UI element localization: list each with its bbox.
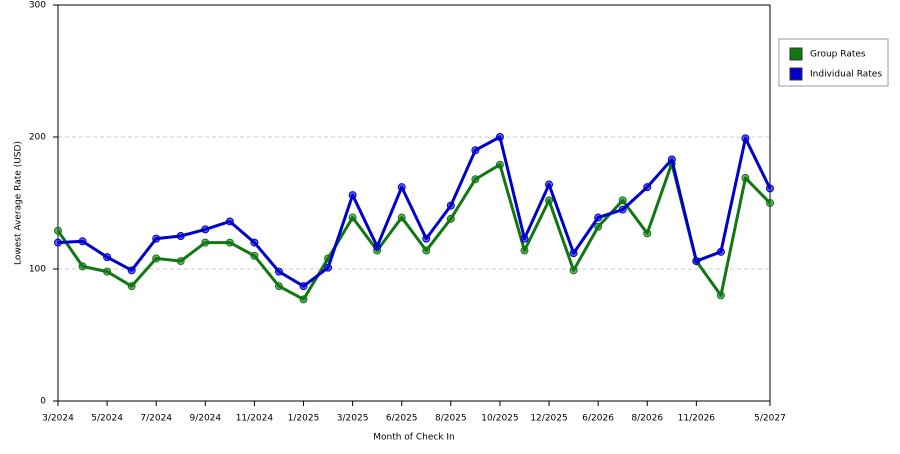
x-axis-label: Month of Check In [373,433,455,443]
point [348,191,357,200]
point [545,196,554,205]
point [397,213,406,222]
x-tick-label: 11/2026 [678,414,716,424]
point [545,180,554,189]
point [422,234,431,243]
point [594,222,603,231]
point [225,217,234,226]
point [495,160,504,169]
point [643,229,652,238]
x-tick-label: 3/2025 [337,414,369,424]
x-tick-label: 11/2024 [236,414,274,424]
point [569,249,578,258]
point [78,262,87,271]
point [78,237,87,246]
point [201,238,210,247]
plot-frame [57,4,771,402]
point [54,238,62,247]
point [692,257,701,266]
point [569,266,578,275]
point [225,238,234,247]
legend-swatch [789,47,803,61]
point [176,257,185,266]
point [766,199,774,207]
point [520,246,529,255]
point [127,282,136,291]
point [618,196,627,205]
x-tick-label: 5/2027 [754,414,786,424]
x-tick-label: 8/2025 [435,414,467,424]
point [495,133,504,141]
point [594,213,603,222]
point [422,246,431,255]
point [103,267,112,276]
legend-swatch [789,67,803,81]
x-tick-label: 12/2025 [530,414,567,424]
x-tick-label: 9/2024 [189,414,221,424]
point [274,282,283,291]
point [667,155,676,164]
point [324,263,333,272]
point [299,295,308,304]
y-axis-label: Lowest Average Rate (USD) [14,141,24,265]
point [446,214,455,223]
legend-label: Individual Rates [810,70,882,80]
x-tick-label: 1/2025 [288,414,320,424]
y-tick-label: 100 [29,265,46,275]
x-tick-label: 6/2026 [582,414,614,424]
x-tick-label: 10/2025 [481,414,518,424]
series-line [56,161,772,301]
point [766,184,774,193]
y-tick-label: 300 [29,1,46,11]
point [471,175,480,184]
point [127,266,136,275]
x-tick-label: 8/2026 [631,414,663,424]
point [152,234,161,243]
point [397,183,406,192]
point [373,242,382,251]
point [201,225,210,234]
point [741,134,750,143]
point [716,247,725,256]
point [250,251,259,260]
point [103,253,112,262]
point [471,146,480,155]
point [274,267,283,276]
point [152,254,161,263]
point [250,238,259,247]
point [618,205,627,214]
x-tick-label: 7/2024 [140,414,172,424]
point [741,173,750,182]
point [54,226,62,235]
point [299,282,308,291]
point [520,234,529,243]
x-tick-label: 5/2024 [91,414,123,424]
point [176,232,185,240]
y-tick-label: 0 [40,397,46,407]
point [643,183,652,192]
x-tick-label: 6/2025 [386,414,418,424]
x-tick-label: 3/2024 [42,414,74,424]
y-tick-label: 200 [29,133,46,143]
series-line [57,135,772,288]
point [446,201,455,210]
point [348,213,357,222]
legend-label: Group Rates [810,50,866,60]
point [716,291,725,300]
